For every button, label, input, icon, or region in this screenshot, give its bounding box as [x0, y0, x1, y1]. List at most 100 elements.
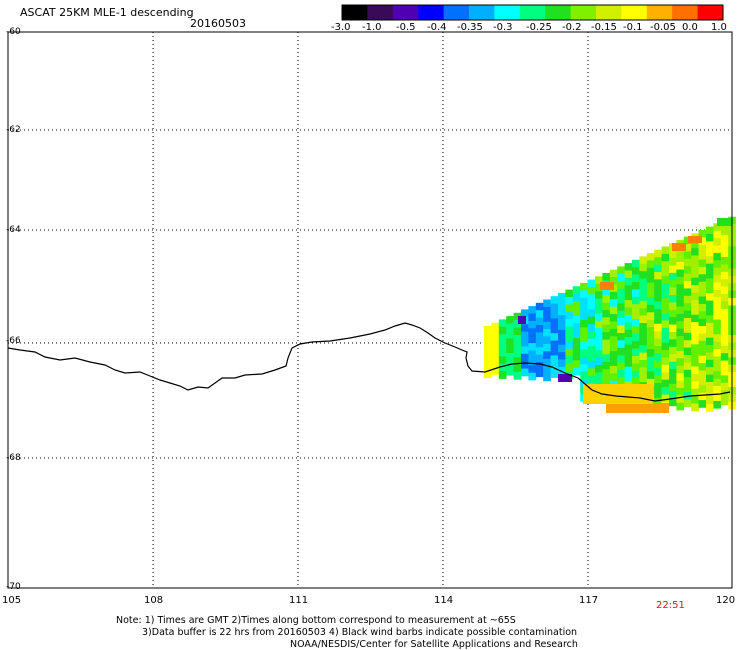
- swath-cell: [654, 390, 662, 399]
- swath-cell: [706, 285, 714, 294]
- swath-cell: [669, 398, 677, 407]
- lon-label: 120: [716, 595, 736, 606]
- swath-cell: [639, 374, 648, 383]
- swath-cell: [713, 297, 722, 305]
- swath-cell: [558, 374, 572, 382]
- note-line-1: Note: 1) Times are GMT 2)Times along bot…: [116, 615, 516, 626]
- swath-cell: [706, 293, 714, 301]
- colorbar-swatch: [519, 5, 546, 20]
- swath-cell: [720, 227, 729, 236]
- swath-cell: [624, 337, 633, 345]
- swath-cell: [654, 375, 662, 384]
- swath-cell: [654, 338, 662, 347]
- swath-cell: [617, 296, 625, 304]
- swath-cell: [521, 331, 529, 340]
- colorbar-label: -0.3: [493, 22, 513, 33]
- swath-cell: [617, 318, 625, 326]
- swath-cell: [654, 316, 662, 325]
- map-title: ASCAT 25KM MLE-1 descending: [20, 6, 194, 19]
- swath-cell: [498, 341, 507, 350]
- swath-cell: [632, 304, 640, 312]
- grid: [8, 32, 732, 588]
- swath-cell: [661, 253, 670, 262]
- swath-cell: [491, 352, 500, 360]
- swath-cell: [565, 348, 574, 357]
- swath-cell: [550, 333, 559, 341]
- swath-cell: [558, 344, 566, 353]
- swath-cell: [565, 289, 574, 298]
- swath-cell: [706, 234, 714, 242]
- swath-cell: [646, 327, 655, 335]
- swath-cell: [691, 359, 699, 367]
- swath-cell: [624, 263, 633, 271]
- swath-cell: [595, 365, 603, 373]
- swath-cell: [484, 340, 492, 349]
- swath-cell: [683, 318, 692, 326]
- swath-cell: [713, 400, 722, 409]
- swath-cell: [558, 300, 566, 308]
- swath-cell: [676, 358, 685, 366]
- swath-cell: [691, 255, 699, 264]
- swath-cell: [572, 345, 581, 354]
- swath-cell: [513, 335, 522, 343]
- swath-cell: [580, 282, 588, 291]
- colorbar-swatch: [697, 5, 724, 20]
- swath-cell: [617, 266, 625, 275]
- swath-cell: [683, 281, 692, 289]
- swath-cell: [646, 341, 655, 350]
- swath-cell: [580, 305, 588, 313]
- swath-cell: [491, 322, 500, 331]
- swath-cell: [632, 274, 640, 283]
- swath-cell: [646, 260, 655, 269]
- swath-cell: [528, 372, 537, 381]
- swath-cell: [698, 303, 707, 312]
- swath-cell: [646, 378, 655, 387]
- swath-cell: [676, 380, 685, 389]
- swath-cell: [661, 394, 670, 403]
- swath-cell: [683, 369, 692, 378]
- swath-cell: [624, 277, 633, 286]
- swath-cell: [543, 336, 551, 345]
- swath-cell: [669, 354, 677, 362]
- swath-cell: [720, 308, 729, 317]
- swath-cell: [646, 290, 655, 298]
- swath-cell: [661, 372, 670, 380]
- swath-cell: [580, 371, 588, 380]
- swath-cell: [498, 371, 507, 379]
- swath-cell: [713, 282, 722, 291]
- swath-cell: [609, 343, 618, 352]
- swath-cell: [661, 298, 670, 306]
- swath-cell: [580, 342, 588, 350]
- swath-cell: [535, 347, 544, 355]
- swath-cell: [676, 291, 685, 300]
- swath-cell: [720, 279, 729, 287]
- colorbar-label: -0.4: [427, 22, 447, 33]
- swath-cell: [572, 330, 581, 339]
- swath-cell: [528, 306, 537, 314]
- swath-cell: [720, 323, 729, 332]
- swath-cell: [580, 356, 588, 365]
- antarctic-coastline: [7, 322, 731, 402]
- swath-cell: [713, 312, 722, 320]
- swath-cell: [498, 319, 507, 328]
- swath-cell: [528, 313, 537, 322]
- swath-cell: [624, 359, 633, 367]
- colorbar-label: -0.5: [396, 22, 416, 33]
- swath-cell: [669, 309, 677, 318]
- swath-cell: [602, 302, 611, 311]
- swath-cell: [683, 288, 692, 297]
- swath-cell: [676, 313, 685, 322]
- swath-cell: [713, 356, 722, 365]
- swath-cell: [609, 314, 618, 322]
- swath-cell: [572, 301, 581, 309]
- swath-cell: [713, 334, 722, 342]
- swath-cell: [617, 281, 625, 289]
- swath-cell: [639, 271, 648, 279]
- swath-cell: [606, 403, 669, 413]
- lat-label: -60: [6, 27, 21, 37]
- swath-cell: [713, 363, 722, 372]
- swath-cell: [654, 279, 662, 288]
- swath-cell: [683, 355, 692, 363]
- swath-cell: [639, 367, 648, 376]
- swath-cell: [595, 313, 603, 321]
